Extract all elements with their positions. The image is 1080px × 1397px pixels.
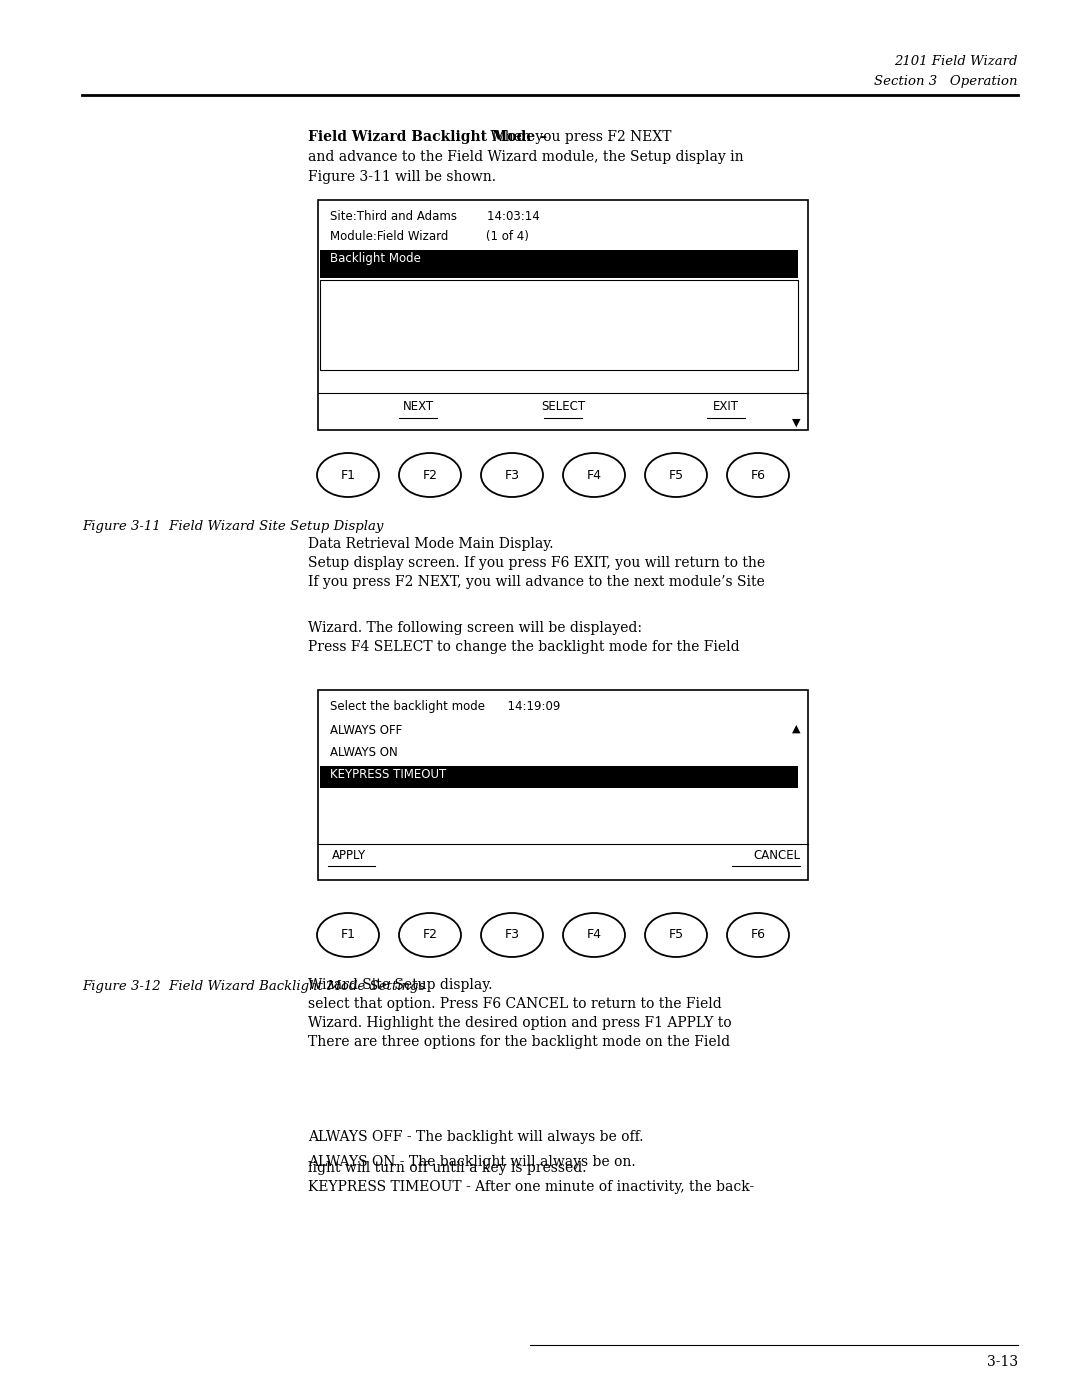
Text: Press F4 SELECT to change the backlight mode for the Field: Press F4 SELECT to change the backlight … (308, 640, 740, 654)
Text: NEXT: NEXT (403, 400, 433, 414)
Ellipse shape (645, 914, 707, 957)
Text: Section 3   Operation: Section 3 Operation (875, 75, 1018, 88)
Text: Wizard. Highlight the desired option and press F1 APPLY to: Wizard. Highlight the desired option and… (308, 1016, 731, 1030)
Text: 2101 Field Wizard: 2101 Field Wizard (894, 54, 1018, 68)
Ellipse shape (727, 914, 789, 957)
Ellipse shape (318, 914, 379, 957)
Text: Wizard. The following screen will be displayed:: Wizard. The following screen will be dis… (308, 622, 642, 636)
Text: SELECT: SELECT (541, 400, 585, 414)
Text: and advance to the Field Wizard module, the Setup display in: and advance to the Field Wizard module, … (308, 149, 744, 163)
Text: APPLY: APPLY (332, 849, 366, 862)
Text: F4: F4 (586, 929, 602, 942)
Text: Figure 3-11 will be shown.: Figure 3-11 will be shown. (308, 170, 496, 184)
Text: KEYPRESS TIMEOUT - After one minute of inactivity, the back-: KEYPRESS TIMEOUT - After one minute of i… (308, 1180, 754, 1194)
Text: Site:Third and Adams        14:03:14: Site:Third and Adams 14:03:14 (330, 210, 540, 224)
Ellipse shape (399, 453, 461, 497)
Ellipse shape (563, 453, 625, 497)
Text: ALWAYS ON - The backlight will always be on.: ALWAYS ON - The backlight will always be… (308, 1155, 636, 1169)
Text: Module:Field Wizard          (1 of 4): Module:Field Wizard (1 of 4) (330, 231, 529, 243)
Text: F2: F2 (422, 468, 437, 482)
Text: CANCEL: CANCEL (753, 849, 800, 862)
Ellipse shape (481, 453, 543, 497)
Text: Figure 3-12  Field Wizard Backlight Mode Settings: Figure 3-12 Field Wizard Backlight Mode … (82, 981, 426, 993)
Text: Field Wizard Backlight Mode –: Field Wizard Backlight Mode – (308, 130, 546, 144)
Text: F1: F1 (340, 929, 355, 942)
Bar (320, 250, 798, 278)
Text: ALWAYS OFF: ALWAYS OFF (330, 724, 402, 738)
Text: ALWAYS ON: ALWAYS ON (330, 746, 397, 759)
Text: ▼: ▼ (792, 418, 800, 427)
Text: F5: F5 (669, 468, 684, 482)
Text: F3: F3 (504, 929, 519, 942)
Text: KEYPRESS TIMEOUT: KEYPRESS TIMEOUT (330, 768, 446, 781)
Bar (320, 279, 798, 370)
Ellipse shape (481, 914, 543, 957)
Bar (320, 722, 798, 745)
Text: select that option. Press F6 CANCEL to return to the Field: select that option. Press F6 CANCEL to r… (308, 997, 721, 1011)
Text: F6: F6 (751, 929, 766, 942)
Text: F5: F5 (669, 929, 684, 942)
Text: ALWAYS OFF - The backlight will always be off.: ALWAYS OFF - The backlight will always b… (308, 1130, 644, 1144)
Text: There are three options for the backlight mode on the Field: There are three options for the backligh… (308, 1035, 730, 1049)
Text: F6: F6 (751, 468, 766, 482)
Text: Select the backlight mode      14:19:09: Select the backlight mode 14:19:09 (330, 700, 561, 712)
Bar (318, 200, 808, 430)
Ellipse shape (318, 453, 379, 497)
Ellipse shape (399, 914, 461, 957)
Text: F2: F2 (422, 929, 437, 942)
Ellipse shape (645, 453, 707, 497)
Text: Setup display screen. If you press F6 EXIT, you will return to the: Setup display screen. If you press F6 EX… (308, 556, 765, 570)
Text: F4: F4 (586, 468, 602, 482)
Bar (320, 745, 798, 766)
Bar (320, 788, 798, 842)
Text: Data Retrieval Mode Main Display.: Data Retrieval Mode Main Display. (308, 536, 554, 550)
Ellipse shape (563, 914, 625, 957)
Text: Wizard Site Setup display.: Wizard Site Setup display. (308, 978, 492, 992)
Text: If you press F2 NEXT, you will advance to the next module’s Site: If you press F2 NEXT, you will advance t… (308, 576, 765, 590)
Text: F1: F1 (340, 468, 355, 482)
Text: ▲: ▲ (792, 724, 800, 733)
Bar (320, 766, 798, 788)
Text: Backlight Mode: Backlight Mode (330, 251, 421, 265)
Text: Figure 3-11  Field Wizard Site Setup Display: Figure 3-11 Field Wizard Site Setup Disp… (82, 520, 383, 534)
Ellipse shape (727, 453, 789, 497)
Text: F3: F3 (504, 468, 519, 482)
Text: EXIT: EXIT (713, 400, 739, 414)
Text: light will turn off until a key is pressed.: light will turn off until a key is press… (308, 1161, 586, 1175)
Text: When you press F2 NEXT: When you press F2 NEXT (486, 130, 672, 144)
Bar (318, 690, 808, 880)
Text: 3-13: 3-13 (987, 1355, 1018, 1369)
